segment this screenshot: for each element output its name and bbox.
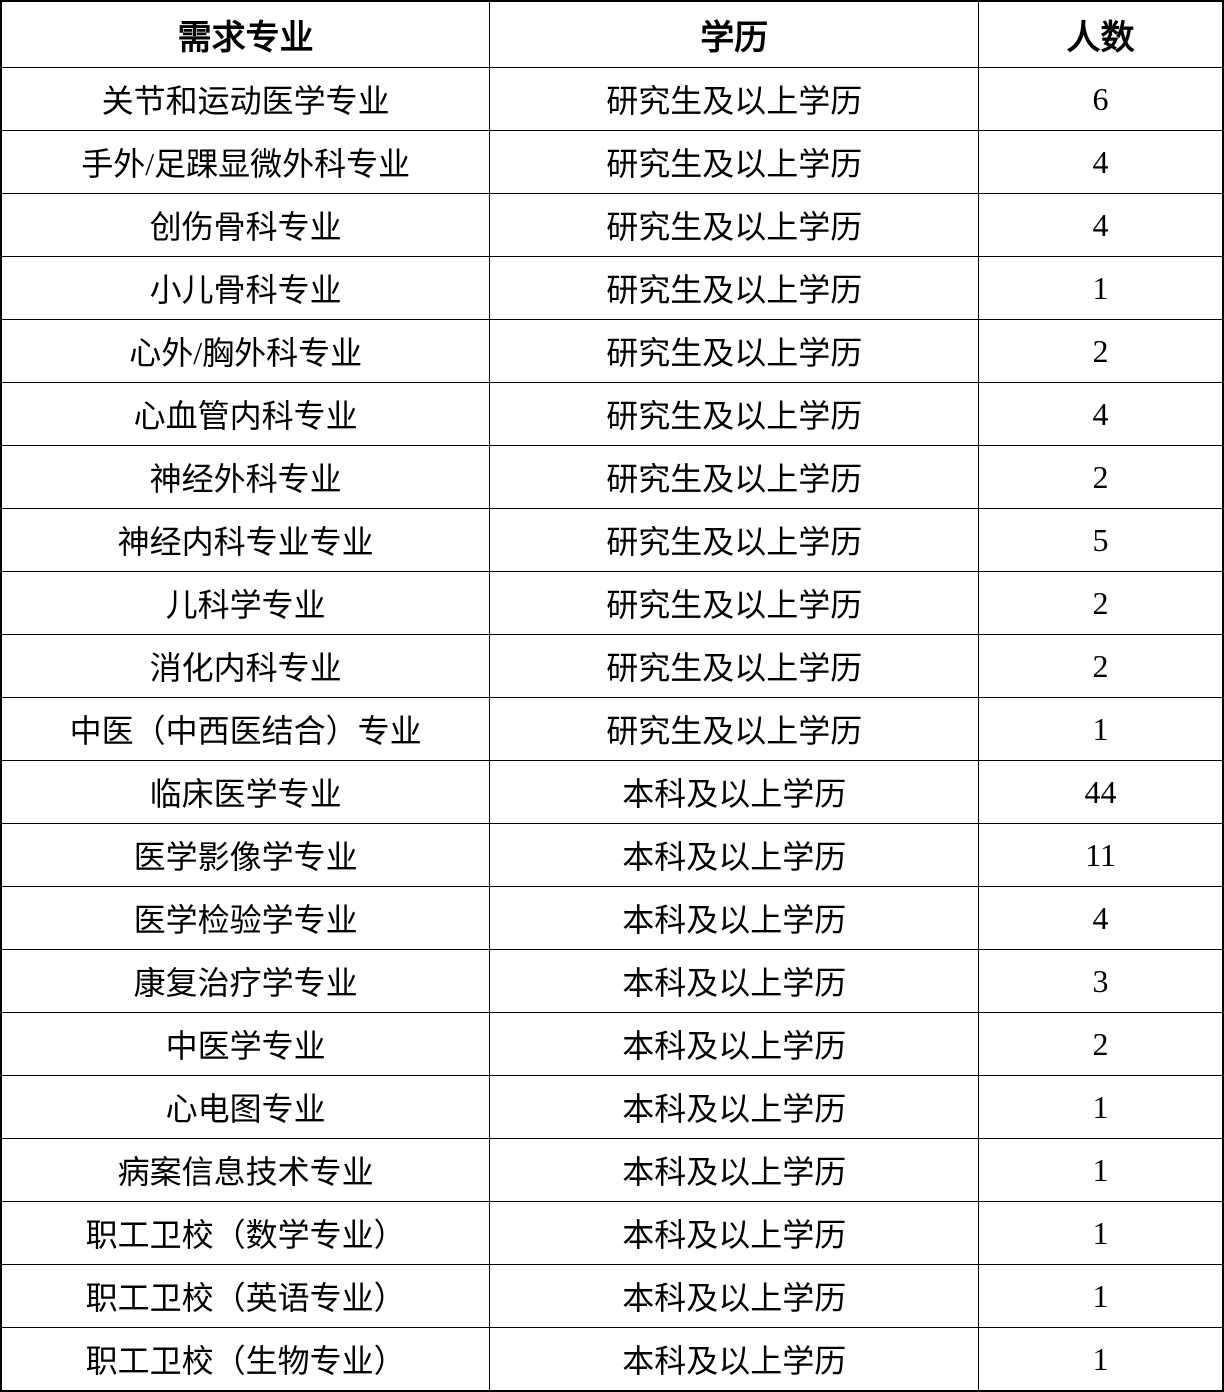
cell-education: 本科及以上学历 — [490, 1265, 979, 1328]
header-count: 人数 — [979, 1, 1223, 68]
cell-major: 中医学专业 — [1, 1013, 490, 1076]
cell-education: 研究生及以上学历 — [490, 320, 979, 383]
cell-count: 2 — [979, 446, 1223, 509]
cell-major: 康复治疗学专业 — [1, 950, 490, 1013]
table-row: 职工卫校（数学专业）本科及以上学历1 — [1, 1202, 1223, 1265]
cell-education: 研究生及以上学历 — [490, 698, 979, 761]
cell-major: 病案信息技术专业 — [1, 1139, 490, 1202]
cell-education: 研究生及以上学历 — [490, 68, 979, 131]
cell-count: 3 — [979, 950, 1223, 1013]
cell-count: 4 — [979, 383, 1223, 446]
cell-major: 医学影像学专业 — [1, 824, 490, 887]
table-row: 中医学专业本科及以上学历2 — [1, 1013, 1223, 1076]
cell-count: 11 — [979, 824, 1223, 887]
cell-education: 研究生及以上学历 — [490, 509, 979, 572]
cell-count: 4 — [979, 887, 1223, 950]
cell-major: 临床医学专业 — [1, 761, 490, 824]
cell-education: 研究生及以上学历 — [490, 131, 979, 194]
cell-count: 2 — [979, 1013, 1223, 1076]
table-row: 关节和运动医学专业研究生及以上学历6 — [1, 68, 1223, 131]
header-major: 需求专业 — [1, 1, 490, 68]
cell-major: 心电图专业 — [1, 1076, 490, 1139]
cell-major: 心外/胸外科专业 — [1, 320, 490, 383]
cell-major: 创伤骨科专业 — [1, 194, 490, 257]
cell-education: 研究生及以上学历 — [490, 635, 979, 698]
cell-count: 44 — [979, 761, 1223, 824]
cell-education: 研究生及以上学历 — [490, 194, 979, 257]
cell-education: 研究生及以上学历 — [490, 446, 979, 509]
cell-count: 1 — [979, 1328, 1223, 1392]
cell-major: 职工卫校（英语专业） — [1, 1265, 490, 1328]
table-row: 手外/足踝显微外科专业研究生及以上学历4 — [1, 131, 1223, 194]
cell-major: 医学检验学专业 — [1, 887, 490, 950]
table-row: 康复治疗学专业本科及以上学历3 — [1, 950, 1223, 1013]
cell-education: 本科及以上学历 — [490, 824, 979, 887]
cell-count: 2 — [979, 635, 1223, 698]
table-row: 消化内科专业研究生及以上学历2 — [1, 635, 1223, 698]
cell-education: 本科及以上学历 — [490, 1202, 979, 1265]
table-body: 关节和运动医学专业研究生及以上学历6手外/足踝显微外科专业研究生及以上学历4创伤… — [1, 68, 1223, 1392]
cell-major: 消化内科专业 — [1, 635, 490, 698]
cell-count: 2 — [979, 320, 1223, 383]
cell-major: 中医（中西医结合）专业 — [1, 698, 490, 761]
table-row: 创伤骨科专业研究生及以上学历4 — [1, 194, 1223, 257]
table-row: 小儿骨科专业研究生及以上学历1 — [1, 257, 1223, 320]
recruitment-table-container: 需求专业 学历 人数 关节和运动医学专业研究生及以上学历6手外/足踝显微外科专业… — [0, 0, 1224, 1392]
table-row: 职工卫校（英语专业）本科及以上学历1 — [1, 1265, 1223, 1328]
cell-education: 本科及以上学历 — [490, 1328, 979, 1392]
table-row: 心血管内科专业研究生及以上学历4 — [1, 383, 1223, 446]
cell-count: 5 — [979, 509, 1223, 572]
cell-education: 本科及以上学历 — [490, 887, 979, 950]
table-row: 医学影像学专业本科及以上学历11 — [1, 824, 1223, 887]
header-row: 需求专业 学历 人数 — [1, 1, 1223, 68]
cell-major: 手外/足踝显微外科专业 — [1, 131, 490, 194]
cell-education: 研究生及以上学历 — [490, 383, 979, 446]
cell-major: 神经内科专业专业 — [1, 509, 490, 572]
cell-education: 本科及以上学历 — [490, 1013, 979, 1076]
table-row: 心外/胸外科专业研究生及以上学历2 — [1, 320, 1223, 383]
table-row: 医学检验学专业本科及以上学历4 — [1, 887, 1223, 950]
table-header: 需求专业 学历 人数 — [1, 1, 1223, 68]
cell-count: 2 — [979, 572, 1223, 635]
cell-major: 职工卫校（数学专业） — [1, 1202, 490, 1265]
cell-count: 1 — [979, 698, 1223, 761]
table-row: 儿科学专业研究生及以上学历2 — [1, 572, 1223, 635]
cell-major: 职工卫校（生物专业） — [1, 1328, 490, 1392]
table-row: 临床医学专业本科及以上学历44 — [1, 761, 1223, 824]
cell-education: 研究生及以上学历 — [490, 572, 979, 635]
cell-major: 小儿骨科专业 — [1, 257, 490, 320]
cell-count: 1 — [979, 1076, 1223, 1139]
cell-major: 儿科学专业 — [1, 572, 490, 635]
cell-count: 4 — [979, 131, 1223, 194]
table-row: 心电图专业本科及以上学历1 — [1, 1076, 1223, 1139]
cell-education: 本科及以上学历 — [490, 761, 979, 824]
cell-major: 神经外科专业 — [1, 446, 490, 509]
recruitment-table: 需求专业 学历 人数 关节和运动医学专业研究生及以上学历6手外/足踝显微外科专业… — [0, 0, 1224, 1392]
cell-count: 6 — [979, 68, 1223, 131]
cell-count: 1 — [979, 1202, 1223, 1265]
cell-education: 研究生及以上学历 — [490, 257, 979, 320]
table-row: 中医（中西医结合）专业研究生及以上学历1 — [1, 698, 1223, 761]
cell-major: 关节和运动医学专业 — [1, 68, 490, 131]
cell-education: 本科及以上学历 — [490, 1076, 979, 1139]
table-row: 神经外科专业研究生及以上学历2 — [1, 446, 1223, 509]
cell-education: 本科及以上学历 — [490, 1139, 979, 1202]
header-education: 学历 — [490, 1, 979, 68]
cell-count: 4 — [979, 194, 1223, 257]
cell-count: 1 — [979, 1139, 1223, 1202]
table-row: 职工卫校（生物专业）本科及以上学历1 — [1, 1328, 1223, 1392]
cell-count: 1 — [979, 1265, 1223, 1328]
cell-count: 1 — [979, 257, 1223, 320]
cell-education: 本科及以上学历 — [490, 950, 979, 1013]
cell-major: 心血管内科专业 — [1, 383, 490, 446]
table-row: 神经内科专业专业研究生及以上学历5 — [1, 509, 1223, 572]
table-row: 病案信息技术专业本科及以上学历1 — [1, 1139, 1223, 1202]
